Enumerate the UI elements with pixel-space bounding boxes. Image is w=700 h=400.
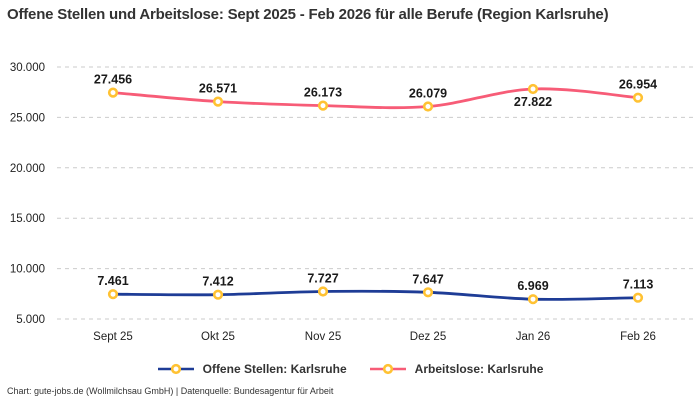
data-point-marker-arbeitslose xyxy=(632,92,644,103)
x-axis-tick-label: Dez 25 xyxy=(410,331,446,343)
series-line-arbeitslose xyxy=(111,87,640,110)
legend-label-offene-stellen: Offene Stellen: Karlsruhe xyxy=(202,362,347,376)
data-point-marker-offene-stellen xyxy=(527,294,539,305)
data-point-label: 26.079 xyxy=(409,87,447,101)
legend-item-offene-stellen: Offene Stellen: Karlsruhe xyxy=(157,362,347,376)
series-line-offene-stellen xyxy=(111,289,640,301)
attribution-text: Chart: gute-jobs.de (Wollmilchsau GmbH) … xyxy=(7,386,334,396)
data-point-label: 7.461 xyxy=(97,274,128,288)
x-axis-tick-label: Sept 25 xyxy=(93,331,133,343)
data-point-marker-offene-stellen xyxy=(107,289,119,300)
data-point-marker-arbeitslose xyxy=(212,96,224,107)
data-point-marker-offene-stellen xyxy=(317,286,329,297)
data-point-label: 27.456 xyxy=(94,73,132,87)
legend-swatch-line-marker-icon xyxy=(157,363,194,375)
x-axis-tick-label: Okt 25 xyxy=(201,331,235,343)
data-point-marker-offene-stellen xyxy=(632,292,644,303)
data-point-label: 7.113 xyxy=(623,278,654,292)
data-point-label: 6.969 xyxy=(517,279,548,293)
data-point-label: 27.822 xyxy=(514,95,552,109)
data-point-marker-arbeitslose xyxy=(107,87,119,98)
legend-swatch-line-marker-icon xyxy=(369,363,406,375)
legend: Offene Stellen: Karlsruhe Arbeitslose: K… xyxy=(0,362,700,376)
data-point-label: 26.571 xyxy=(199,82,237,96)
line-chart: 30.000 25.000 20.000 15.000 10.000 5.000 Sept … xyxy=(10,62,695,343)
x-axis-tick-label: Feb 26 xyxy=(620,331,656,343)
data-point-marker-arbeitslose xyxy=(527,83,539,95)
data-point-marker-offene-stellen xyxy=(422,287,434,298)
legend-label-arbeitslose: Arbeitslose: Karlsruhe xyxy=(414,362,544,376)
y-axis-tick-label: 30.000 xyxy=(10,62,45,74)
y-axis-tick-label: 20.000 xyxy=(10,163,45,175)
data-point-label: 26.954 xyxy=(619,78,657,92)
data-point-label: 26.173 xyxy=(304,86,342,100)
x-axis-tick-label: Jan 26 xyxy=(516,331,551,343)
legend-item-arbeitslose: Arbeitslose: Karlsruhe xyxy=(369,362,544,376)
y-axis-tick-label: 5.000 xyxy=(16,314,45,326)
data-point-marker-arbeitslose xyxy=(422,101,434,112)
chart-title: Offene Stellen und Arbeitslose: Sept 202… xyxy=(7,6,609,23)
y-axis-tick-label: 15.000 xyxy=(10,213,45,225)
data-point-marker-arbeitslose xyxy=(317,100,329,111)
data-point-label: 7.727 xyxy=(307,272,338,286)
data-point-marker-offene-stellen xyxy=(212,289,224,300)
y-axis-tick-label: 10.000 xyxy=(10,264,45,276)
data-point-label: 7.412 xyxy=(202,275,233,289)
data-point-label: 7.647 xyxy=(412,272,443,286)
y-axis-tick-label: 25.000 xyxy=(10,112,45,124)
x-axis-tick-label: Nov 25 xyxy=(305,331,341,343)
